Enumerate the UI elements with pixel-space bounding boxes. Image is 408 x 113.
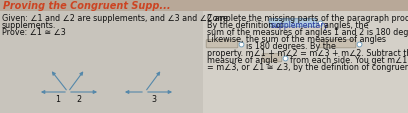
Text: Proving the Congruent Supp...: Proving the Congruent Supp... <box>3 1 171 11</box>
Text: Complete the missing parts of the paragraph proof.: Complete the missing parts of the paragr… <box>207 14 408 23</box>
Text: is 180 degrees. By the: is 180 degrees. By the <box>246 42 336 51</box>
FancyBboxPatch shape <box>262 54 282 62</box>
Bar <box>0 12 203 113</box>
Text: supplementary: supplementary <box>271 21 329 30</box>
FancyBboxPatch shape <box>269 20 317 28</box>
Text: from each side. You get m∠1: from each side. You get m∠1 <box>290 55 407 64</box>
Text: 2: 2 <box>76 94 81 103</box>
Text: measure of angle: measure of angle <box>207 55 277 64</box>
Text: Given: ∠1 and ∠2 are supplements, and ∠3 and ∠2 are: Given: ∠1 and ∠2 are supplements, and ∠3… <box>2 14 228 23</box>
Text: property. m∠1 + m∠2 = m∠3 + m∠2. Subtract the: property. m∠1 + m∠2 = m∠3 + m∠2. Subtrac… <box>207 49 408 58</box>
Bar <box>0 0 408 12</box>
Text: Likewise, the sum of the measures of angles: Likewise, the sum of the measures of ang… <box>207 35 386 44</box>
Text: supplements.: supplements. <box>2 21 56 30</box>
Text: 3: 3 <box>151 94 156 103</box>
Text: 1: 1 <box>55 94 60 103</box>
Text: sum of the measures of angles 1 and 2 is 180 degrees.: sum of the measures of angles 1 and 2 is… <box>207 28 408 37</box>
Text: angles, the: angles, the <box>324 21 368 30</box>
Text: = m∠3, or ∠1 ≅ ∠3, by the definition of congruence.: = m∠3, or ∠1 ≅ ∠3, by the definition of … <box>207 62 408 71</box>
Text: By the definition of: By the definition of <box>207 21 284 30</box>
Bar <box>203 12 408 113</box>
FancyBboxPatch shape <box>319 40 356 48</box>
FancyBboxPatch shape <box>206 40 238 48</box>
Text: Prove: ∠1 ≅ ∠3: Prove: ∠1 ≅ ∠3 <box>2 28 66 37</box>
